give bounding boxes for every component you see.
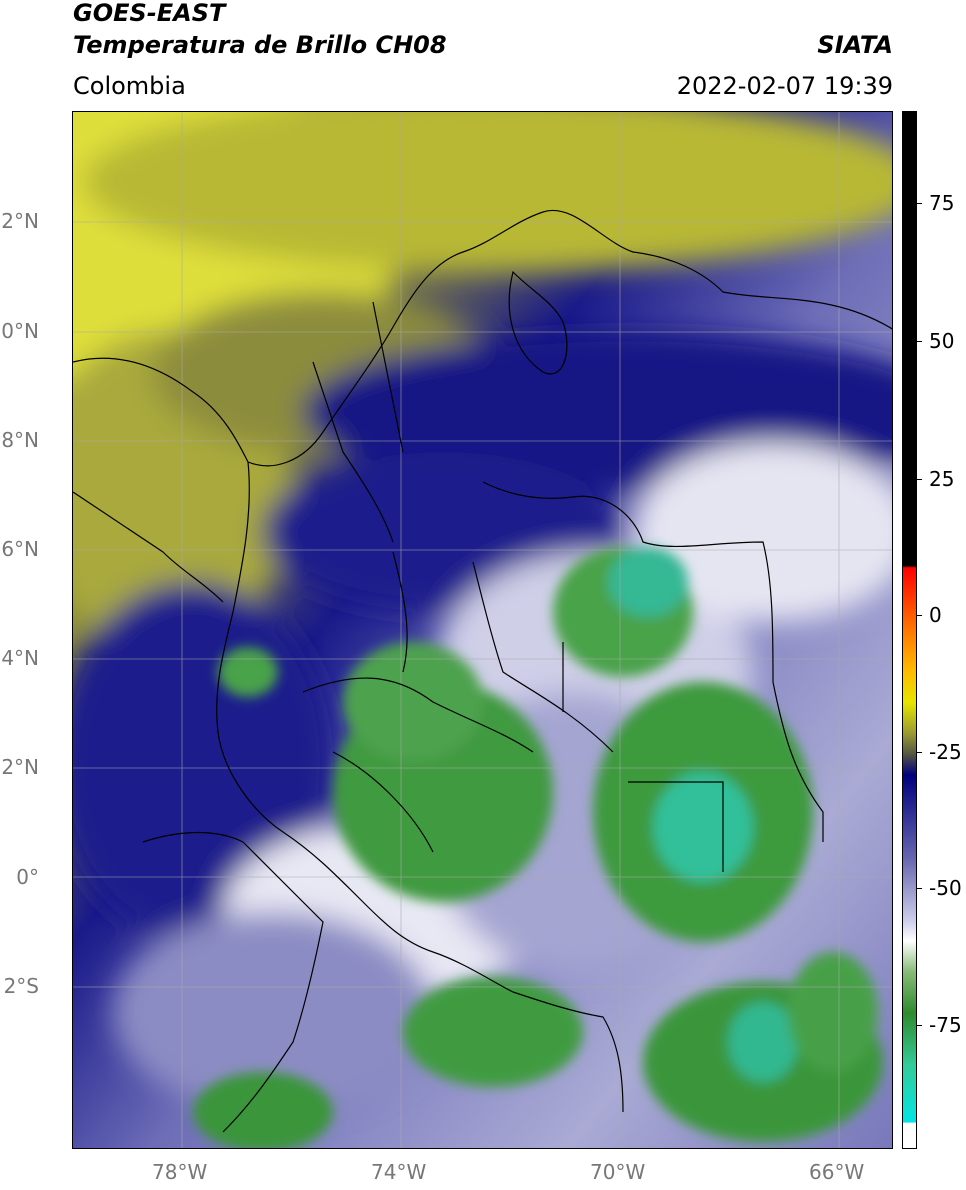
lat-label: 12°N	[0, 209, 39, 233]
colorbar	[902, 111, 917, 1149]
product-title: Temperatura de Brillo CH08	[73, 31, 447, 59]
brand-label: SIATA	[817, 31, 893, 59]
lon-label: 78°W	[152, 1160, 208, 1184]
lat-label: 8°N	[1, 428, 39, 452]
region-label: Colombia	[73, 72, 186, 100]
map-canvas	[73, 112, 892, 1148]
satellite-map	[72, 111, 893, 1149]
colorbar-gradient	[903, 112, 916, 1148]
colorbar-label: -50	[929, 876, 962, 900]
lat-label: 2°N	[1, 755, 39, 779]
graticule	[73, 112, 892, 1148]
colorbar-label: 75	[929, 191, 955, 215]
colorbar-tick	[916, 479, 922, 480]
colorbar-label: -25	[929, 740, 962, 764]
lon-label: 74°W	[371, 1160, 427, 1184]
colorbar-tick	[916, 341, 922, 342]
lat-label: 10°N	[0, 319, 39, 343]
colorbar-tick	[916, 888, 922, 889]
datetime-label: 2022-02-07 19:39	[676, 72, 893, 100]
lat-label: 0°	[16, 865, 39, 889]
colorbar-tick	[916, 1025, 922, 1026]
lat-label: 6°N	[1, 537, 39, 561]
satellite-title: GOES-EAST	[73, 0, 226, 27]
colorbar-label: 50	[929, 329, 955, 353]
colorbar-label: 25	[929, 467, 955, 491]
borders	[73, 209, 892, 1133]
lat-label: 2°S	[3, 974, 39, 998]
lon-label: 66°W	[809, 1160, 865, 1184]
colorbar-tick	[916, 203, 922, 204]
lat-label: 4°N	[1, 646, 39, 670]
colorbar-tick	[916, 752, 922, 753]
colorbar-tick	[916, 615, 922, 616]
lon-label: 70°W	[590, 1160, 646, 1184]
colorbar-label: 0	[929, 603, 942, 627]
colorbar-label: -75	[929, 1013, 962, 1037]
convective-cells	[193, 547, 883, 1148]
